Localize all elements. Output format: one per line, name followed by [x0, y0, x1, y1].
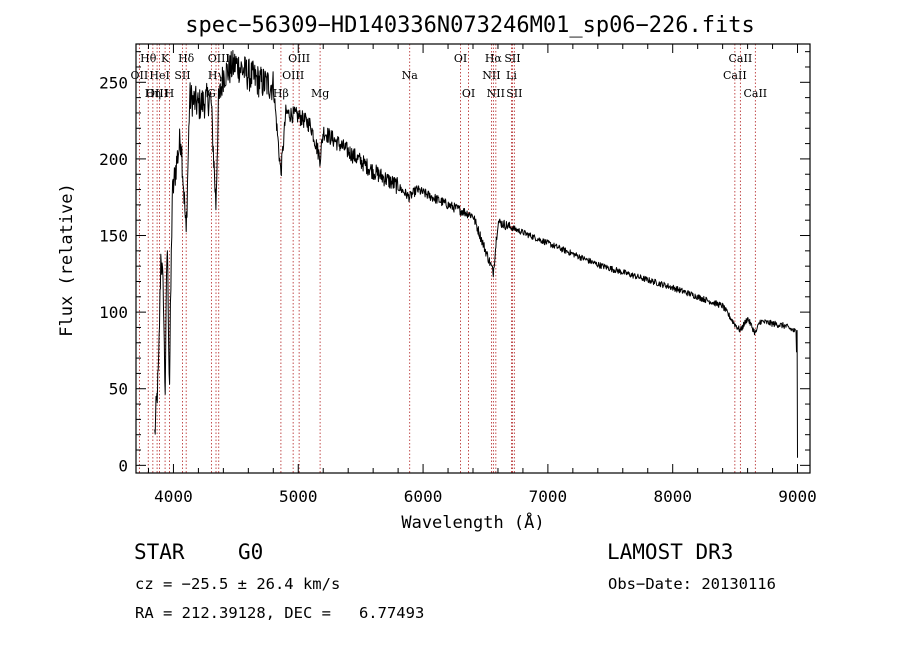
line-marker-label: SII [504, 52, 520, 65]
x-tick-label: 8000 [653, 487, 692, 506]
line-marker-label: G [207, 87, 216, 100]
line-marker-labels: Hθ OII OIII K HeI Hη SII H Hδ G OIII Hγ Hβ OIII OIII Mg… [131, 52, 768, 100]
line-marker-label: CaII [723, 69, 747, 82]
line-marker-label: SII [174, 69, 190, 82]
line-marker-label: Hθ [140, 52, 157, 65]
x-tick-label: 4000 [154, 487, 193, 506]
line-marker-label: Hγ [208, 69, 225, 82]
spectral-subclass: G0 [238, 540, 264, 564]
object-class: STAR [134, 540, 185, 564]
line-markers [138, 44, 756, 473]
x-tick-label: 7000 [529, 487, 568, 506]
line-marker-label: Hβ [273, 87, 289, 100]
line-marker-label: SII [506, 87, 522, 100]
line-marker-label: Hδ [178, 52, 195, 65]
x-tick-label: 5000 [279, 487, 318, 506]
line-marker-label: H [165, 87, 175, 100]
line-marker-label: OII [131, 69, 149, 82]
y-tick-label: 250 [99, 73, 128, 92]
line-marker-label: Na [402, 69, 419, 82]
line-marker-label: NII [487, 87, 505, 100]
line-marker-label: OIII [282, 69, 304, 82]
line-marker-label: Hη [145, 87, 161, 100]
line-marker-label: OIII [208, 52, 230, 65]
chart-title: spec−56309−HD140336N073246M01_sp06−226.f… [185, 13, 755, 38]
x-axis-label: Wavelength (Å) [401, 511, 544, 533]
line-marker-label: OIII [146, 87, 168, 100]
line-marker-label: NII [482, 69, 500, 82]
line-marker-label: OI [454, 52, 467, 65]
x-tick-label: 9000 [778, 487, 817, 506]
line-marker-label: K [161, 52, 170, 65]
line-marker-label: CaII [743, 87, 767, 100]
line-marker-label: Mg [311, 87, 329, 100]
line-marker-label: Li [506, 69, 517, 82]
line-marker-label: OI [462, 87, 475, 100]
coordinates-text: RA = 212.39128, DEC = 6.77493 [135, 604, 425, 622]
survey-name: LAMOST DR3 [607, 540, 734, 564]
y-axis-ticks: 0 50 100 150 200 250 [99, 51, 810, 475]
spectrum-line [154, 50, 798, 458]
line-marker-label: HeI [149, 69, 169, 82]
y-tick-label: 100 [99, 303, 128, 322]
y-tick-label: 0 [118, 456, 128, 475]
plot-frame [135, 43, 811, 474]
y-axis-label: Flux (relative) [57, 183, 77, 337]
line-marker-label: Hα [485, 52, 503, 65]
obs-date-text: Obs−Date: 20130116 [608, 575, 776, 593]
line-marker-label: OIII [288, 52, 310, 65]
y-tick-label: 150 [99, 227, 128, 246]
line-marker-label: CaII [729, 52, 753, 65]
x-axis-ticks: 4000 5000 6000 7000 8000 9000 [147, 44, 817, 506]
redshift-text: cz = −25.5 ± 26.4 km/s [135, 575, 341, 593]
y-tick-label: 200 [99, 150, 128, 169]
x-tick-label: 6000 [404, 487, 443, 506]
y-tick-label: 50 [109, 380, 128, 399]
